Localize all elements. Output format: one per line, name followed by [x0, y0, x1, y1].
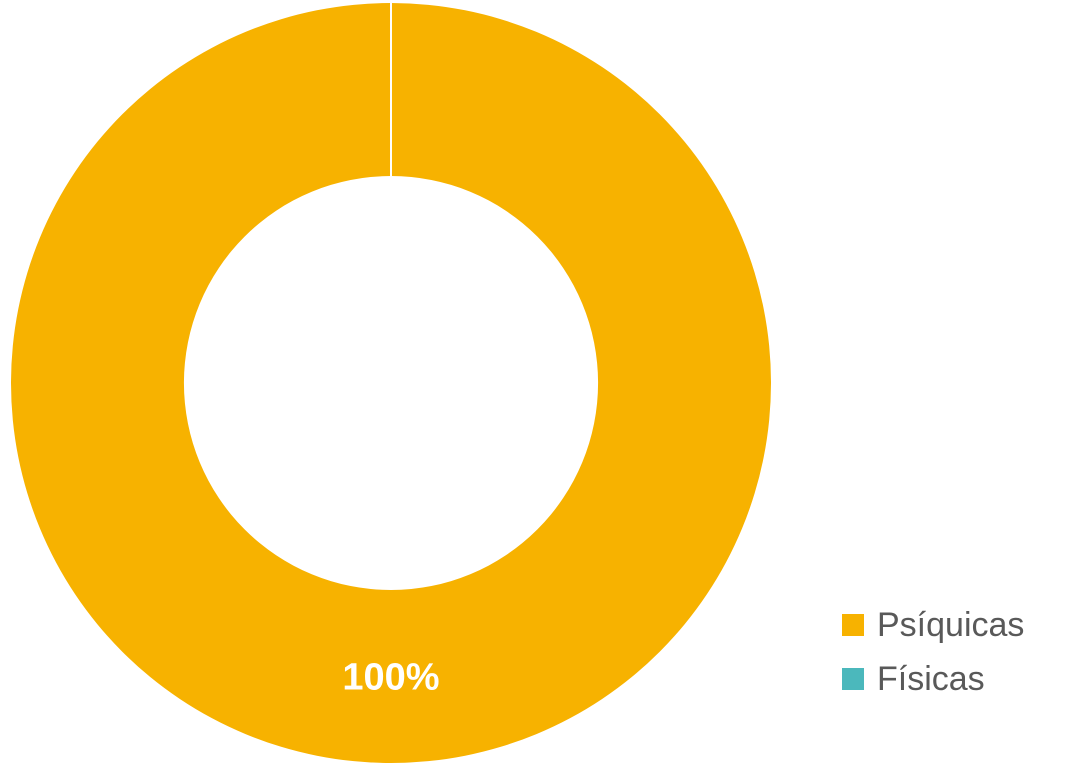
legend: Psíquicas Físicas: [842, 598, 1062, 706]
legend-label-fisicas: Físicas: [877, 659, 985, 698]
legend-item-fisicas[interactable]: Físicas: [842, 652, 1062, 706]
donut-slices: [11, 3, 771, 763]
data-label-psiquicas: 100%: [342, 657, 439, 699]
legend-swatch-psiquicas: [842, 614, 864, 636]
legend-item-psiquicas[interactable]: Psíquicas: [842, 598, 1062, 652]
legend-swatch-fisicas: [842, 668, 864, 690]
legend-label-psiquicas: Psíquicas: [877, 605, 1025, 644]
donut-data-labels: 100%: [342, 657, 439, 699]
slice-psiquicas[interactable]: [11, 3, 771, 763]
